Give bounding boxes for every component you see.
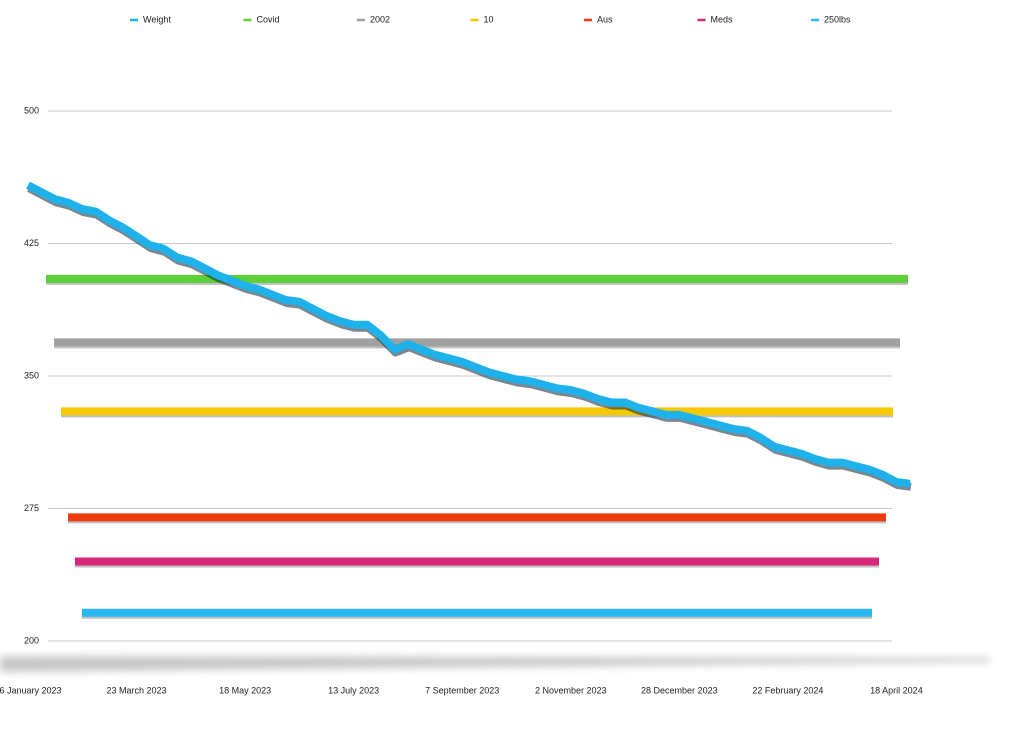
y-tick-label: 500 xyxy=(24,105,39,115)
legend-label: Weight xyxy=(143,14,171,24)
y-tick-label: 425 xyxy=(24,238,39,248)
x-tick-label: 23 March 2023 xyxy=(107,685,167,695)
x-tick-label: 7 September 2023 xyxy=(425,685,499,695)
series-line xyxy=(26,181,911,488)
legend-label: Covid xyxy=(257,14,280,24)
legend-label: Aus xyxy=(597,14,613,24)
legend-label: 2002 xyxy=(370,14,390,24)
legend-label: 250lbs xyxy=(824,14,851,24)
x-tick-label: 13 July 2023 xyxy=(328,685,379,695)
legend-label: 10 xyxy=(484,14,494,24)
x-tick-label: 18 May 2023 xyxy=(219,685,271,695)
x-tick-label: 2 November 2023 xyxy=(535,685,607,695)
y-tick-label: 200 xyxy=(24,635,39,645)
y-tick-label: 275 xyxy=(24,503,39,513)
x-tick-label: 28 December 2023 xyxy=(641,685,718,695)
legend-label: Meds xyxy=(711,14,734,24)
x-tick-label: 26 January 2023 xyxy=(0,685,62,695)
x-tick-label: 22 February 2024 xyxy=(752,685,823,695)
x-tick-label: 18 April 2024 xyxy=(870,685,923,695)
y-tick-label: 350 xyxy=(24,370,39,380)
line-shadow xyxy=(27,184,912,491)
floor-shadow xyxy=(0,656,990,672)
